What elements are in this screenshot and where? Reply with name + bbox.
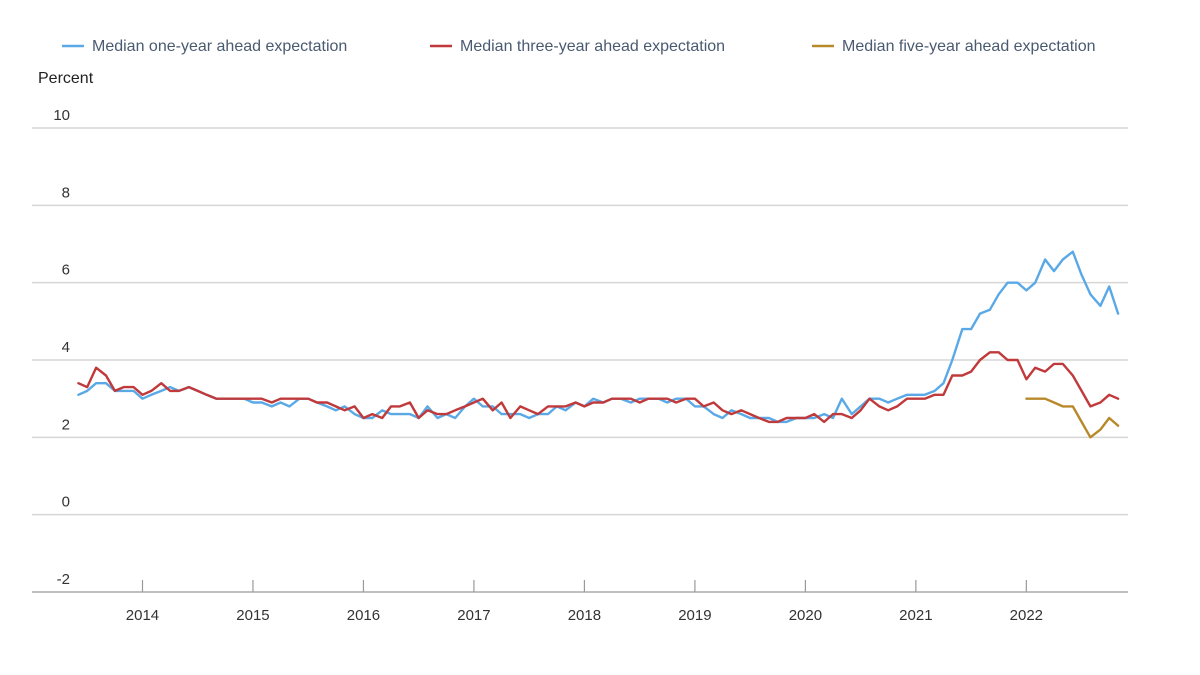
x-tick-label: 2014 [126,607,159,624]
y-tick-label: 2 [62,416,70,433]
x-tick-label: 2022 [1010,607,1043,624]
y-tick-label: 8 [62,184,70,201]
x-tick-label: 2018 [568,607,601,624]
series-line-three-year[interactable] [77,351,1120,424]
legend: Median one-year ahead expectation Median… [62,38,1096,55]
y-tick-label: 4 [62,339,70,356]
x-tick-label: 2016 [347,607,380,624]
legend-label-five-year: Median five-year ahead expectation [842,38,1096,55]
y-tick-label: 10 [53,107,70,124]
x-tick-label: 2017 [457,607,490,624]
y-axis-title: Percent [38,70,94,87]
y-tick-label: -2 [57,571,70,588]
y-axis-ticks: 10 8 6 4 2 0 -2 [53,107,70,588]
legend-item-one-year[interactable]: Median one-year ahead expectation [62,38,347,55]
x-axis: 2014 2015 2016 2017 2018 2019 2020 2021 2022 [126,580,1043,624]
series-line-five-year[interactable] [1025,397,1120,439]
y-tick-label: 6 [62,262,70,279]
legend-item-five-year[interactable]: Median five-year ahead expectation [812,38,1096,55]
series-line-one-year[interactable] [77,250,1120,424]
legend-item-three-year[interactable]: Median three-year ahead expectation [430,38,725,55]
y-tick-label: 0 [62,494,70,511]
legend-label-three-year: Median three-year ahead expectation [460,38,725,55]
x-tick-label: 2019 [678,607,711,624]
legend-label-one-year: Median one-year ahead expectation [92,38,347,55]
x-tick-label: 2021 [899,607,932,624]
series-lines [77,250,1120,439]
gridlines [32,127,1128,593]
x-tick-label: 2015 [236,607,269,624]
x-tick-label: 2020 [789,607,822,624]
